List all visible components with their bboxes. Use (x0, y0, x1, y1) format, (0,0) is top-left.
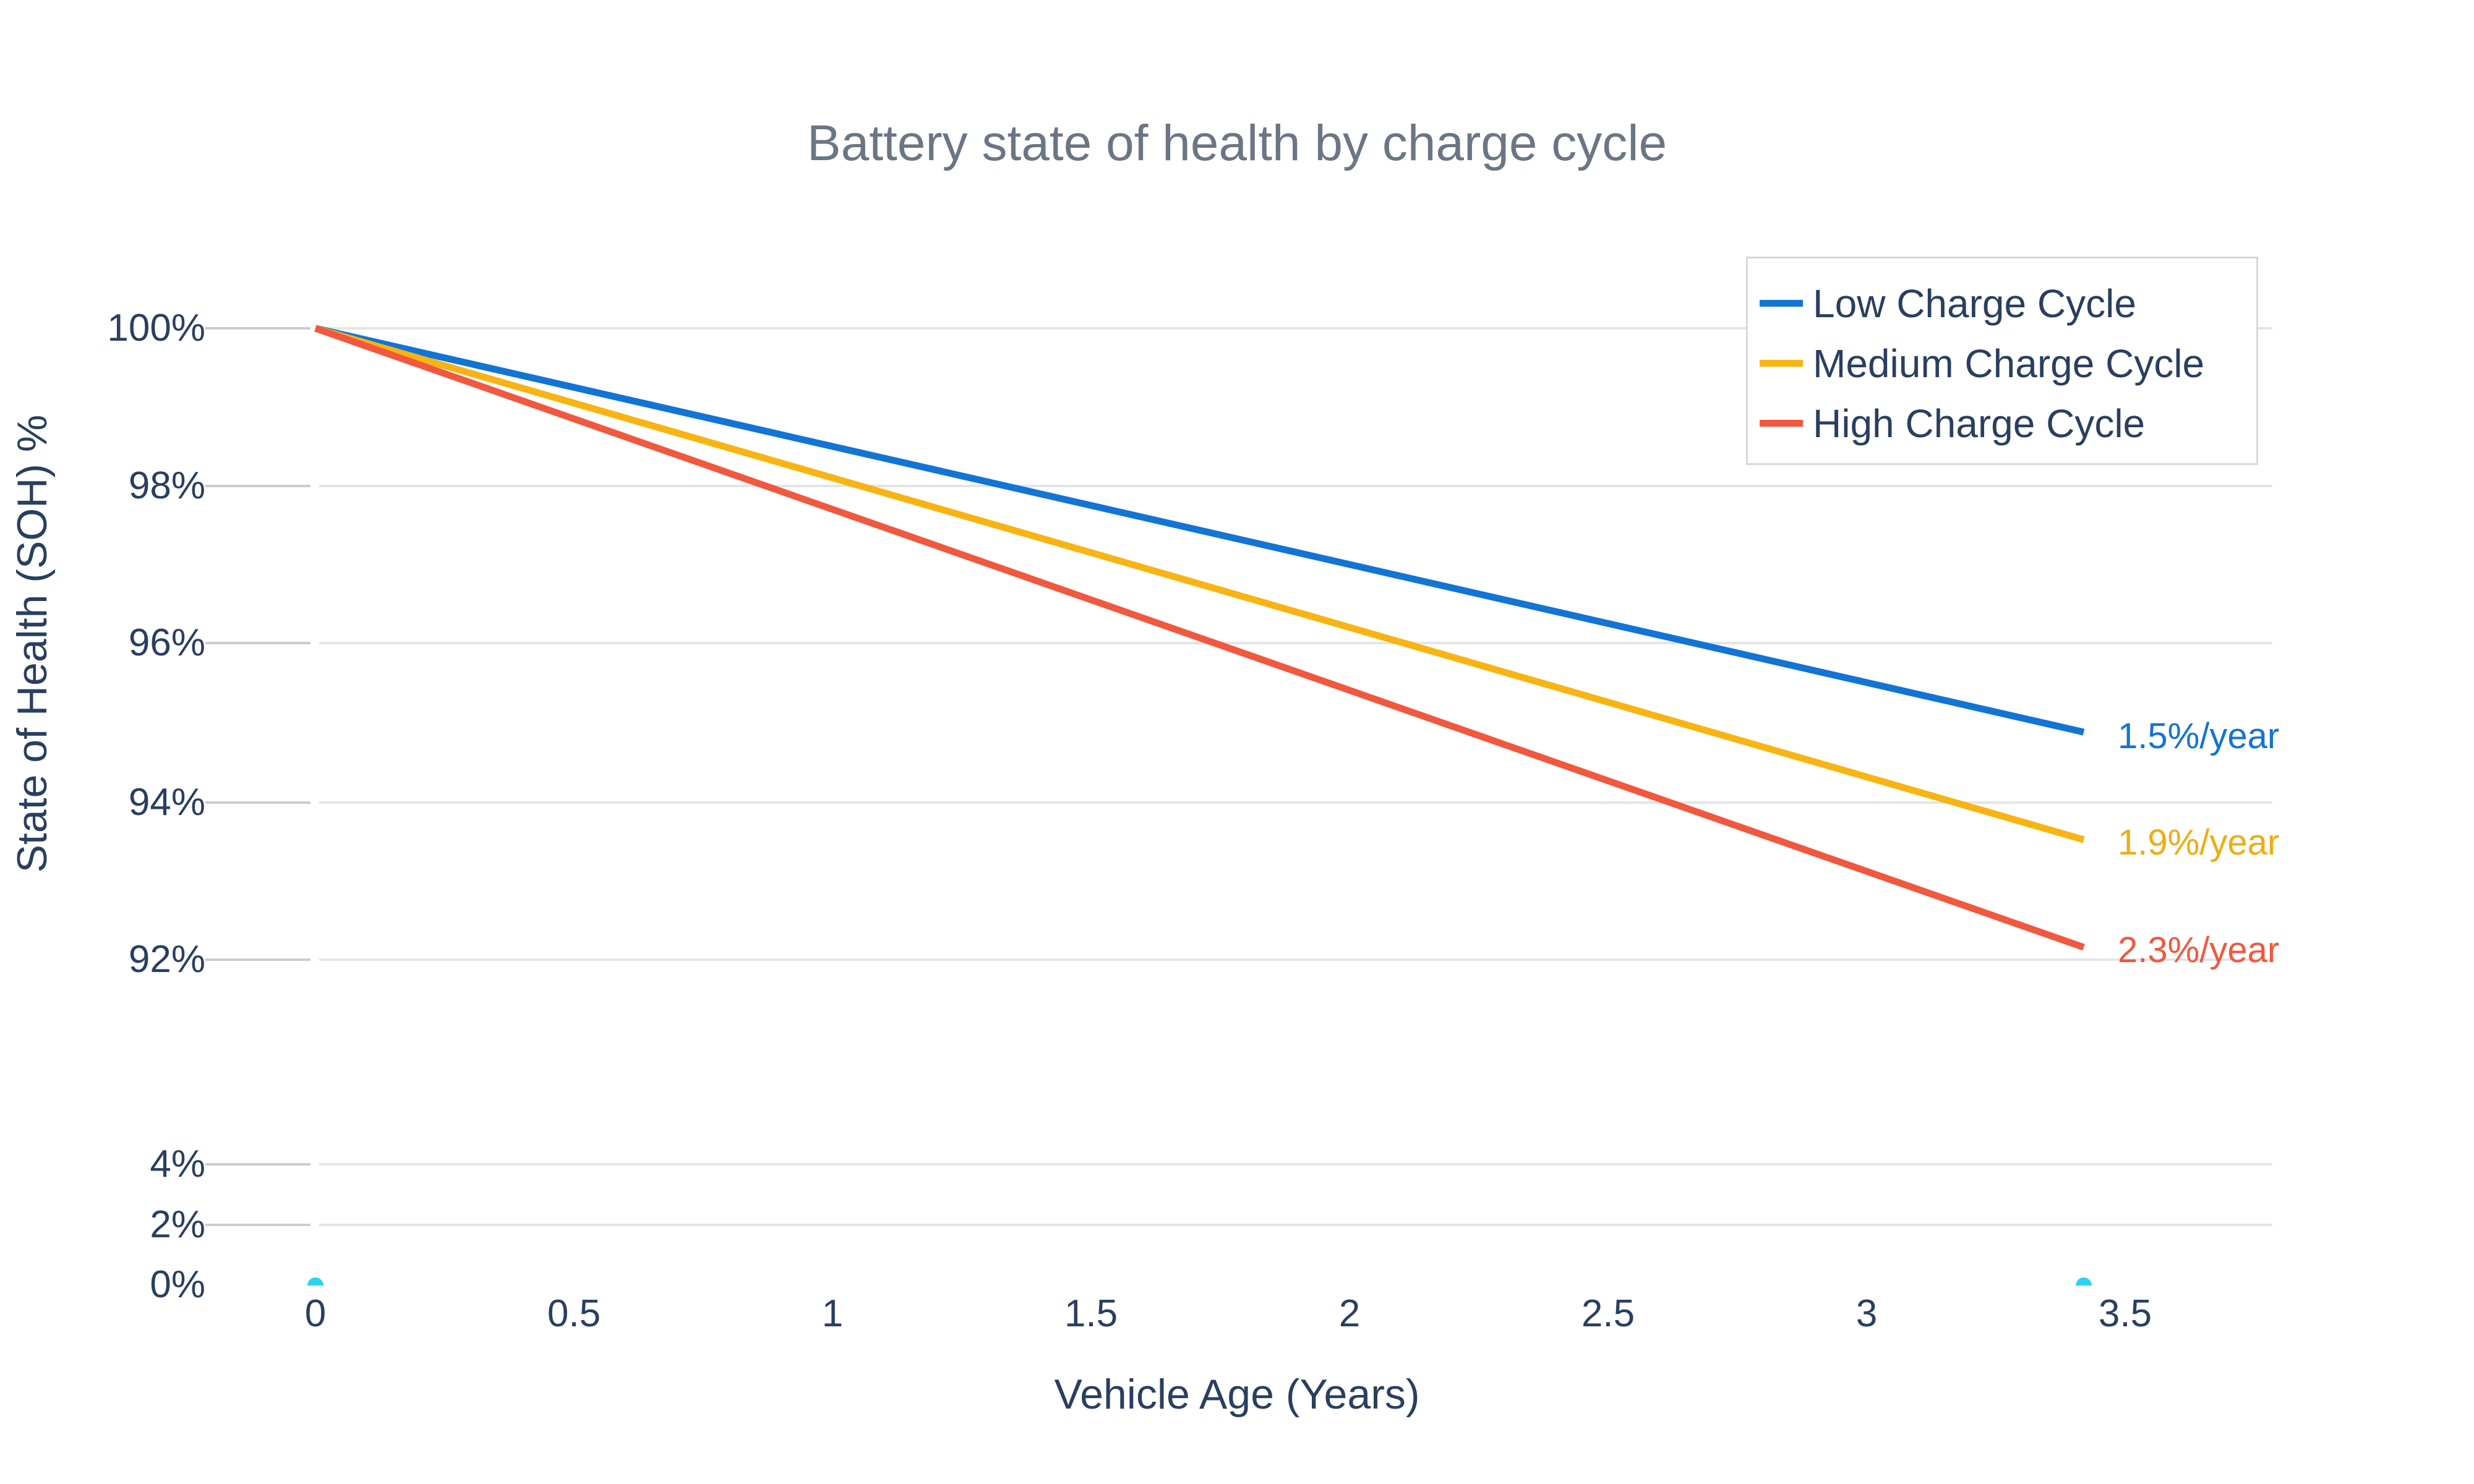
x-tick-label-3: 3 (1856, 1292, 1878, 1335)
x-tick-label-2-5: 2.5 (1581, 1292, 1635, 1335)
y-tick-label-2: 2% (150, 1203, 205, 1246)
x-tick-label-3-5: 3.5 (2098, 1292, 2152, 1335)
series-line-high-charge-cycle[interactable] (314, 325, 2085, 951)
annotation-medium-rate: 1.9%/year (2118, 822, 2280, 863)
y-tick-label-98: 98% (128, 464, 205, 507)
y-tick-label-92: 92% (128, 938, 205, 981)
gridlines (205, 327, 2272, 1226)
legend-label-low: Low Charge Cycle (1813, 281, 2136, 326)
x-tick-label-1: 1 (821, 1292, 844, 1335)
series-line-medium-charge-cycle[interactable] (314, 325, 2085, 843)
y-tick-label-96: 96% (128, 621, 205, 664)
legend-item-high-charge-cycle[interactable]: High Charge Cycle (1748, 393, 2256, 453)
chart-title: Battery state of health by charge cycle (807, 115, 1667, 171)
legend-label-medium: Medium Charge Cycle (1813, 341, 2205, 386)
x-tick-label-0: 0 (304, 1292, 327, 1335)
legend-swatch-low-icon (1760, 300, 1803, 307)
marker-dot-age-0[interactable] (307, 1277, 323, 1286)
annotation-high-rate: 2.3%/year (2118, 930, 2280, 970)
x-tick-label-2: 2 (1338, 1292, 1361, 1335)
annotation-low-rate: 1.5%/year (2118, 716, 2280, 756)
x-axis-title: Vehicle Age (Years) (1054, 1371, 1420, 1418)
x-tick-label-0-5: 0.5 (547, 1292, 601, 1335)
legend-label-high: High Charge Cycle (1813, 401, 2146, 446)
y-tick-label-94: 94% (128, 781, 205, 824)
y-tick-label-4: 4% (150, 1143, 205, 1185)
legend-swatch-medium-icon (1760, 360, 1803, 367)
legend: Low Charge Cycle Medium Charge Cycle Hig… (1746, 257, 2258, 465)
y-tick-label-100: 100% (107, 307, 205, 349)
x-tick-label-1-5: 1.5 (1064, 1292, 1118, 1335)
y-tick-label-0: 0% (150, 1263, 205, 1306)
legend-item-low-charge-cycle[interactable]: Low Charge Cycle (1748, 273, 2256, 333)
series-line-low-charge-cycle[interactable] (314, 325, 2085, 736)
legend-swatch-high-icon (1760, 420, 1803, 427)
marker-dot-age-3-4[interactable] (2076, 1277, 2092, 1286)
legend-item-medium-charge-cycle[interactable]: Medium Charge Cycle (1748, 333, 2256, 393)
